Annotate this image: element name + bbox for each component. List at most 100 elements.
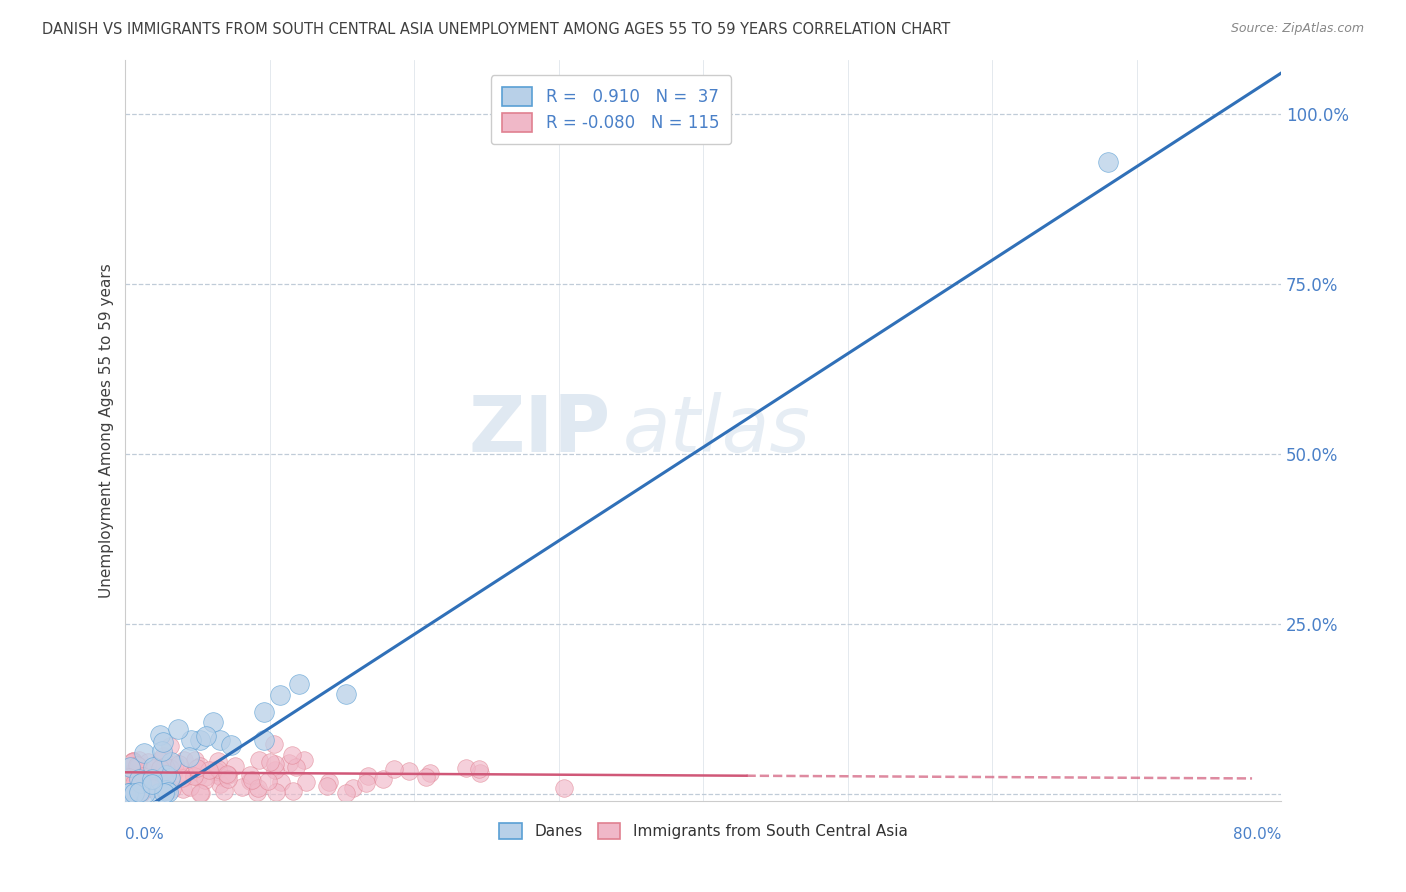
Point <box>179 749 201 764</box>
Point <box>335 687 357 701</box>
Point <box>263 757 285 772</box>
Point <box>138 773 160 788</box>
Point <box>170 771 193 785</box>
Point <box>208 777 231 791</box>
Point <box>270 775 292 789</box>
Point <box>129 786 152 800</box>
Point <box>160 755 183 769</box>
Point <box>253 732 276 747</box>
Point <box>120 773 142 788</box>
Point <box>134 775 156 789</box>
Point <box>129 776 152 790</box>
Point <box>415 770 437 784</box>
Point <box>373 772 395 786</box>
Point <box>281 748 304 763</box>
Point <box>287 677 309 691</box>
Point <box>315 779 337 793</box>
Point <box>152 772 174 786</box>
Point <box>176 769 198 783</box>
Point <box>207 768 229 782</box>
Point <box>208 732 231 747</box>
Point <box>135 764 157 779</box>
Point <box>157 785 180 799</box>
Point <box>173 753 195 767</box>
Point <box>247 753 270 767</box>
Point <box>132 746 155 760</box>
Point <box>217 768 239 782</box>
Point <box>212 784 235 798</box>
Point <box>145 776 167 790</box>
Point <box>201 715 224 730</box>
Point <box>159 761 181 775</box>
Point <box>217 772 239 786</box>
Point <box>240 772 263 787</box>
Point <box>148 786 170 800</box>
Point <box>143 760 166 774</box>
Point <box>224 758 246 772</box>
Point <box>149 728 172 742</box>
Point <box>183 769 205 783</box>
Point <box>118 780 141 795</box>
Point <box>118 759 141 773</box>
Point <box>152 749 174 764</box>
Point <box>122 754 145 768</box>
Point <box>136 778 159 792</box>
Point <box>278 756 301 770</box>
Point <box>188 759 211 773</box>
Point <box>127 781 149 796</box>
Point <box>150 744 173 758</box>
Point <box>172 781 194 796</box>
Y-axis label: Unemployment Among Ages 55 to 59 years: Unemployment Among Ages 55 to 59 years <box>100 263 114 598</box>
Point <box>281 784 304 798</box>
Point <box>342 781 364 796</box>
Text: 80.0%: 80.0% <box>1233 827 1281 842</box>
Text: Source: ZipAtlas.com: Source: ZipAtlas.com <box>1230 22 1364 36</box>
Point <box>207 763 229 777</box>
Point <box>122 776 145 790</box>
Point <box>179 780 201 794</box>
Point <box>136 755 159 769</box>
Point <box>259 756 281 770</box>
Point <box>128 753 150 767</box>
Point <box>357 769 380 783</box>
Point <box>153 786 176 800</box>
Point <box>160 782 183 797</box>
Point <box>121 765 143 780</box>
Point <box>142 760 165 774</box>
Point <box>117 781 139 796</box>
Point <box>121 755 143 769</box>
Point <box>419 766 441 780</box>
Point <box>141 781 163 796</box>
Point <box>186 761 208 775</box>
Point <box>215 767 238 781</box>
Point <box>149 761 172 775</box>
Point <box>187 770 209 784</box>
Point <box>146 764 169 778</box>
Point <box>194 730 217 744</box>
Point <box>205 764 228 779</box>
Point <box>180 732 202 747</box>
Point <box>188 732 211 747</box>
Point <box>141 777 163 791</box>
Point <box>128 772 150 786</box>
Point <box>136 780 159 795</box>
Text: ZIP: ZIP <box>468 392 610 468</box>
Point <box>238 768 260 782</box>
Point <box>263 737 285 751</box>
Text: DANISH VS IMMIGRANTS FROM SOUTH CENTRAL ASIA UNEMPLOYMENT AMONG AGES 55 TO 59 YE: DANISH VS IMMIGRANTS FROM SOUTH CENTRAL … <box>42 22 950 37</box>
Point <box>155 768 177 782</box>
Point <box>117 786 139 800</box>
Point <box>257 774 280 789</box>
Point <box>141 772 163 787</box>
Point <box>194 772 217 787</box>
Point <box>167 722 190 736</box>
Point <box>131 762 153 776</box>
Point <box>118 786 141 800</box>
Point <box>131 773 153 788</box>
Point <box>124 774 146 789</box>
Point <box>122 786 145 800</box>
Point <box>194 770 217 784</box>
Point <box>264 763 287 777</box>
Point <box>1097 154 1119 169</box>
Point <box>285 760 308 774</box>
